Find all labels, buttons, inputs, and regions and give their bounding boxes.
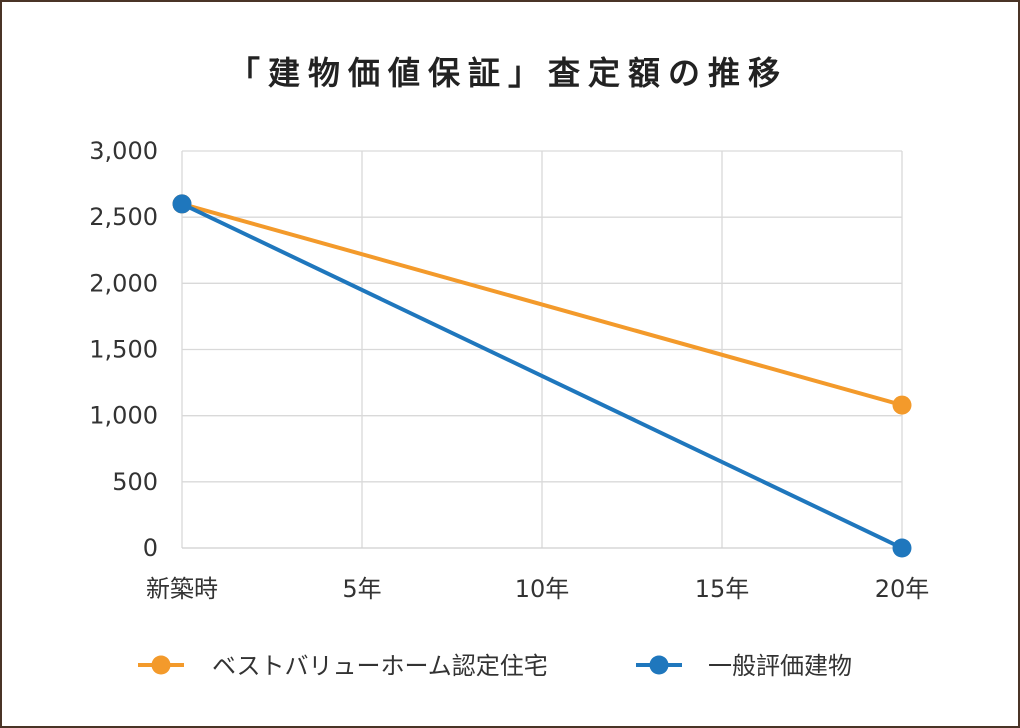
series-2-point [892, 538, 912, 558]
y-tick-label: 2,000 [89, 269, 158, 297]
y-tick-label: 500 [112, 468, 158, 496]
y-tick-label: 0 [143, 534, 158, 562]
y-tick-label: 1,000 [89, 402, 158, 430]
x-tick-label: 10年 [515, 575, 570, 603]
series-2-point [172, 194, 192, 214]
x-tick-label: 5年 [342, 575, 381, 603]
legend-label-1: ベストバリューホーム認定住宅 [212, 652, 548, 680]
legend-label-2: 一般評価建物 [708, 652, 852, 680]
y-tick-label: 3,000 [89, 137, 158, 165]
x-tick-label: 20年 [875, 575, 930, 603]
y-tick-label: 2,500 [89, 203, 158, 231]
series-line-1 [181, 202, 903, 408]
legend-marker-2 [649, 655, 669, 675]
series-line-2 [181, 202, 903, 550]
x-tick-label: 新築時 [146, 575, 218, 603]
series-1-point [892, 395, 912, 415]
chart-title: 「建物価値保証」査定額の推移 [227, 54, 788, 92]
legend-marker-1 [151, 655, 171, 675]
y-tick-label: 1,500 [89, 336, 158, 364]
x-tick-label: 15年 [695, 575, 750, 603]
